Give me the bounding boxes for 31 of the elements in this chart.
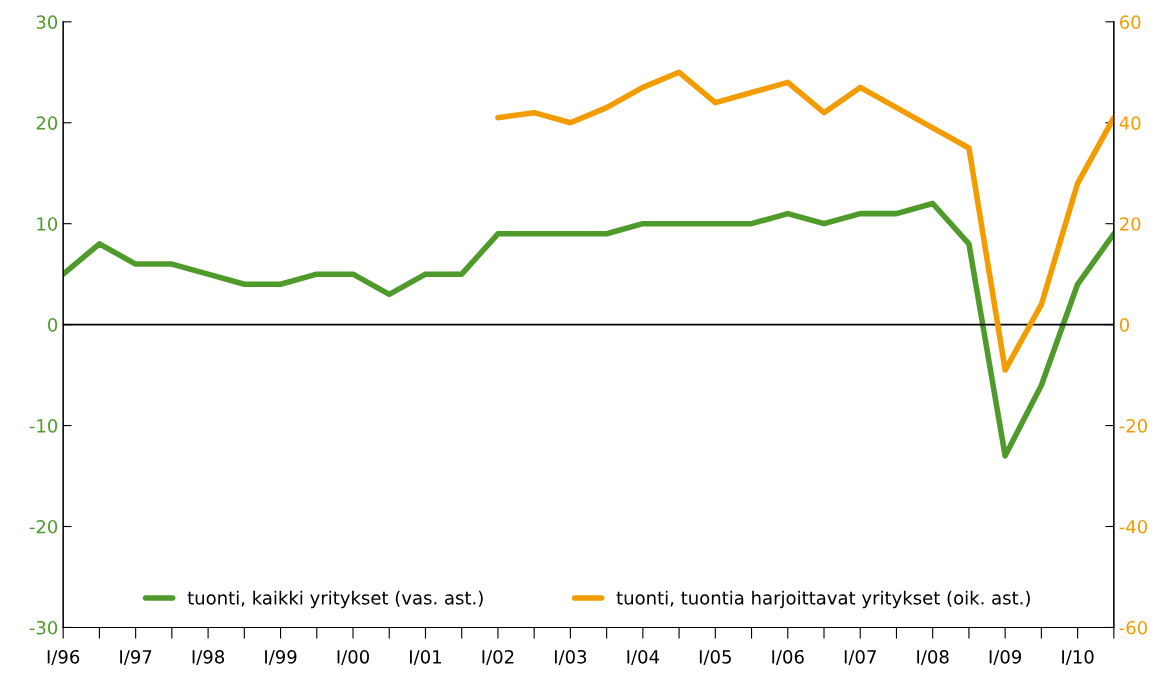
y-tick-label: 10 [37,217,58,231]
y-tick-label: 0 [48,318,58,332]
legend-label: tuonti, kaikki yritykset (vas. ast.) [187,590,483,609]
x-tick-label: I/98 [192,649,225,666]
x-tick-label: I/08 [917,649,949,666]
y-tick-label: 30 [36,15,58,29]
y2-tick-label: 40 [1119,116,1141,130]
legend-label: tuonti, tuontia harjoittavat yritykset (oik. ast.) [616,590,1030,609]
x-tick-label: I/01 [410,649,441,666]
y2-tick-label: 60 [1119,15,1141,29]
y-tick-label: -20 [29,519,58,534]
y-tick-label: -30 [29,620,58,635]
x-tick-label: I/05 [699,649,731,666]
y2-tick-label: 0 [1119,318,1129,332]
x-tick-label: I/06 [772,649,804,666]
y2-tick-label: -60 [1119,620,1147,635]
x-tick-label: I/00 [337,649,370,666]
y-tick-label: -10 [29,419,58,433]
x-tick-label: I/02 [482,649,514,666]
x-tick-label: I/07 [844,649,876,666]
y2-tick-label: -40 [1119,519,1147,534]
x-tick-label: I/09 [989,649,1022,666]
x-tick-label: I/97 [120,649,152,666]
y-tick-label: 20 [36,116,58,130]
x-tick-label: I/10 [1062,649,1094,666]
x-tick-label: I/03 [554,649,587,666]
x-tick-label: I/96 [47,649,80,666]
x-tick-label: I/04 [627,649,660,666]
x-tick-label: I/99 [265,649,297,666]
y2-tick-label: 20 [1120,217,1141,231]
y2-tick-label: -20 [1119,419,1147,433]
